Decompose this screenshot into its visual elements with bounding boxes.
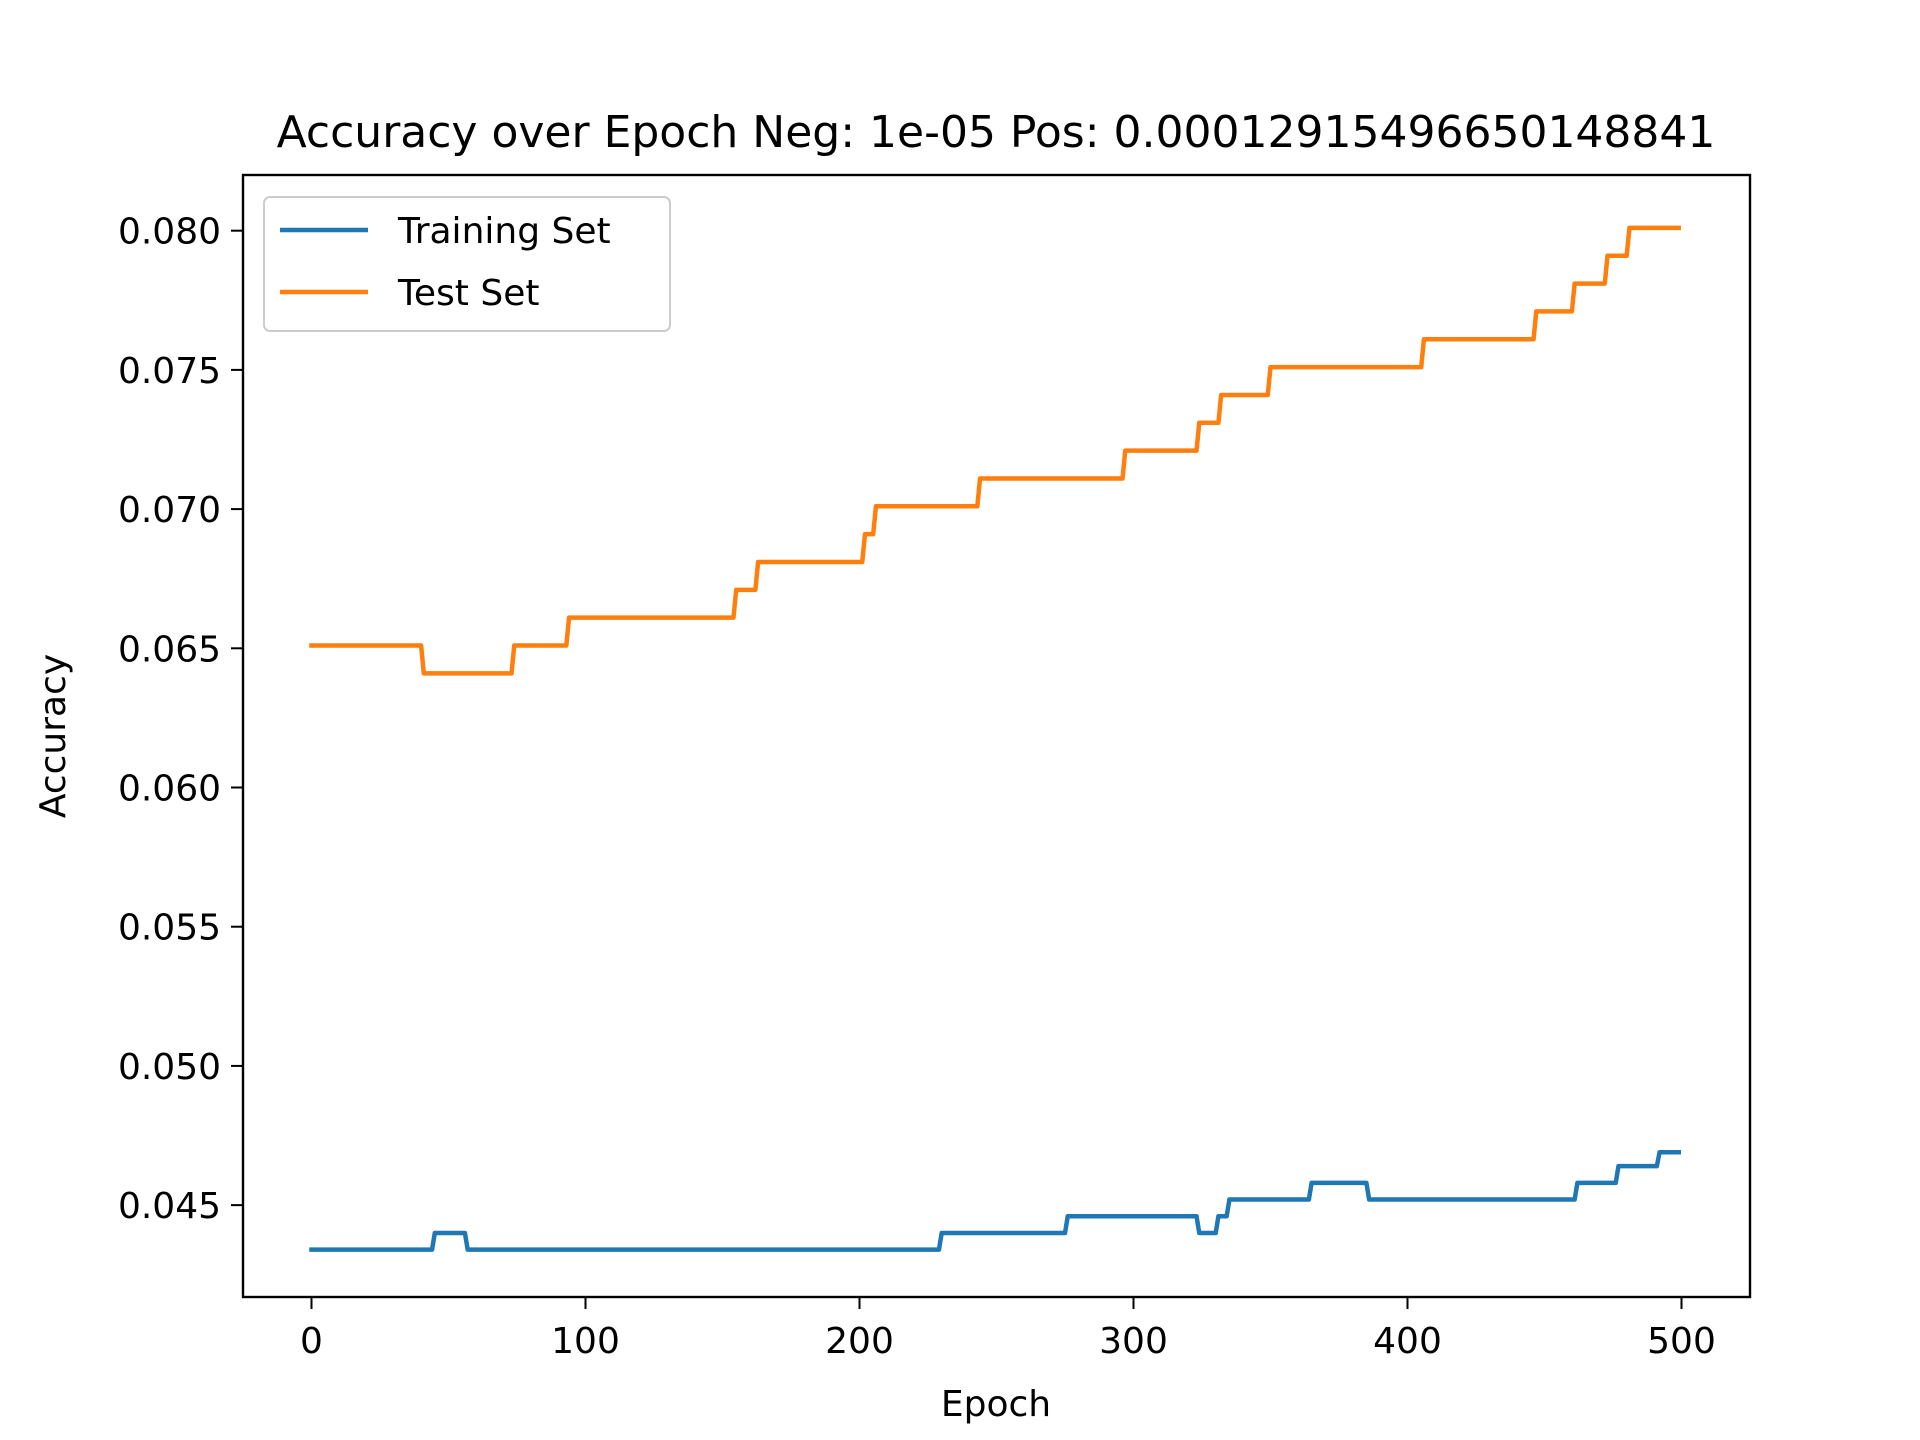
x-tick-label: 0 (300, 1321, 323, 1362)
series-layer (309, 225, 1682, 1252)
y-tick-label: 0.050 (118, 1047, 221, 1088)
y-axis-label: Accuracy (33, 654, 74, 818)
plot-frame (241, 173, 1752, 1299)
y-tick-label: 0.080 (118, 212, 221, 253)
legend: Training Set Test Set (263, 196, 671, 332)
series-line-test-set (309, 225, 1682, 676)
x-tick-label: 100 (551, 1321, 620, 1362)
x-tick-label: 500 (1647, 1321, 1716, 1362)
y-tick-label: 0.060 (118, 769, 221, 810)
legend-label-test-set: Test Set (397, 273, 539, 314)
y-axis: 0.045 0.050 0.055 0.060 0.065 0.070 0.075 0.080 (118, 212, 243, 1227)
chart-title: Accuracy over Epoch Neg: 1e-05 Pos: 0.00… (277, 107, 1716, 158)
y-tick-label: 0.070 (118, 490, 221, 531)
x-tick-label: 400 (1373, 1321, 1442, 1362)
y-tick-label: 0.045 (118, 1186, 221, 1227)
y-tick-label: 0.065 (118, 629, 221, 670)
y-tick-label: 0.075 (118, 351, 221, 392)
plot-area-background (243, 175, 1750, 1297)
legend-label-training-set: Training Set (397, 211, 611, 252)
x-axis-label: Epoch (941, 1384, 1051, 1425)
x-tick-label: 200 (825, 1321, 894, 1362)
x-axis: 0 100 200 300 400 500 (300, 1297, 1716, 1362)
y-tick-label: 0.055 (118, 908, 221, 949)
x-tick-label: 300 (1099, 1321, 1168, 1362)
series-line-training-set (309, 1149, 1682, 1252)
